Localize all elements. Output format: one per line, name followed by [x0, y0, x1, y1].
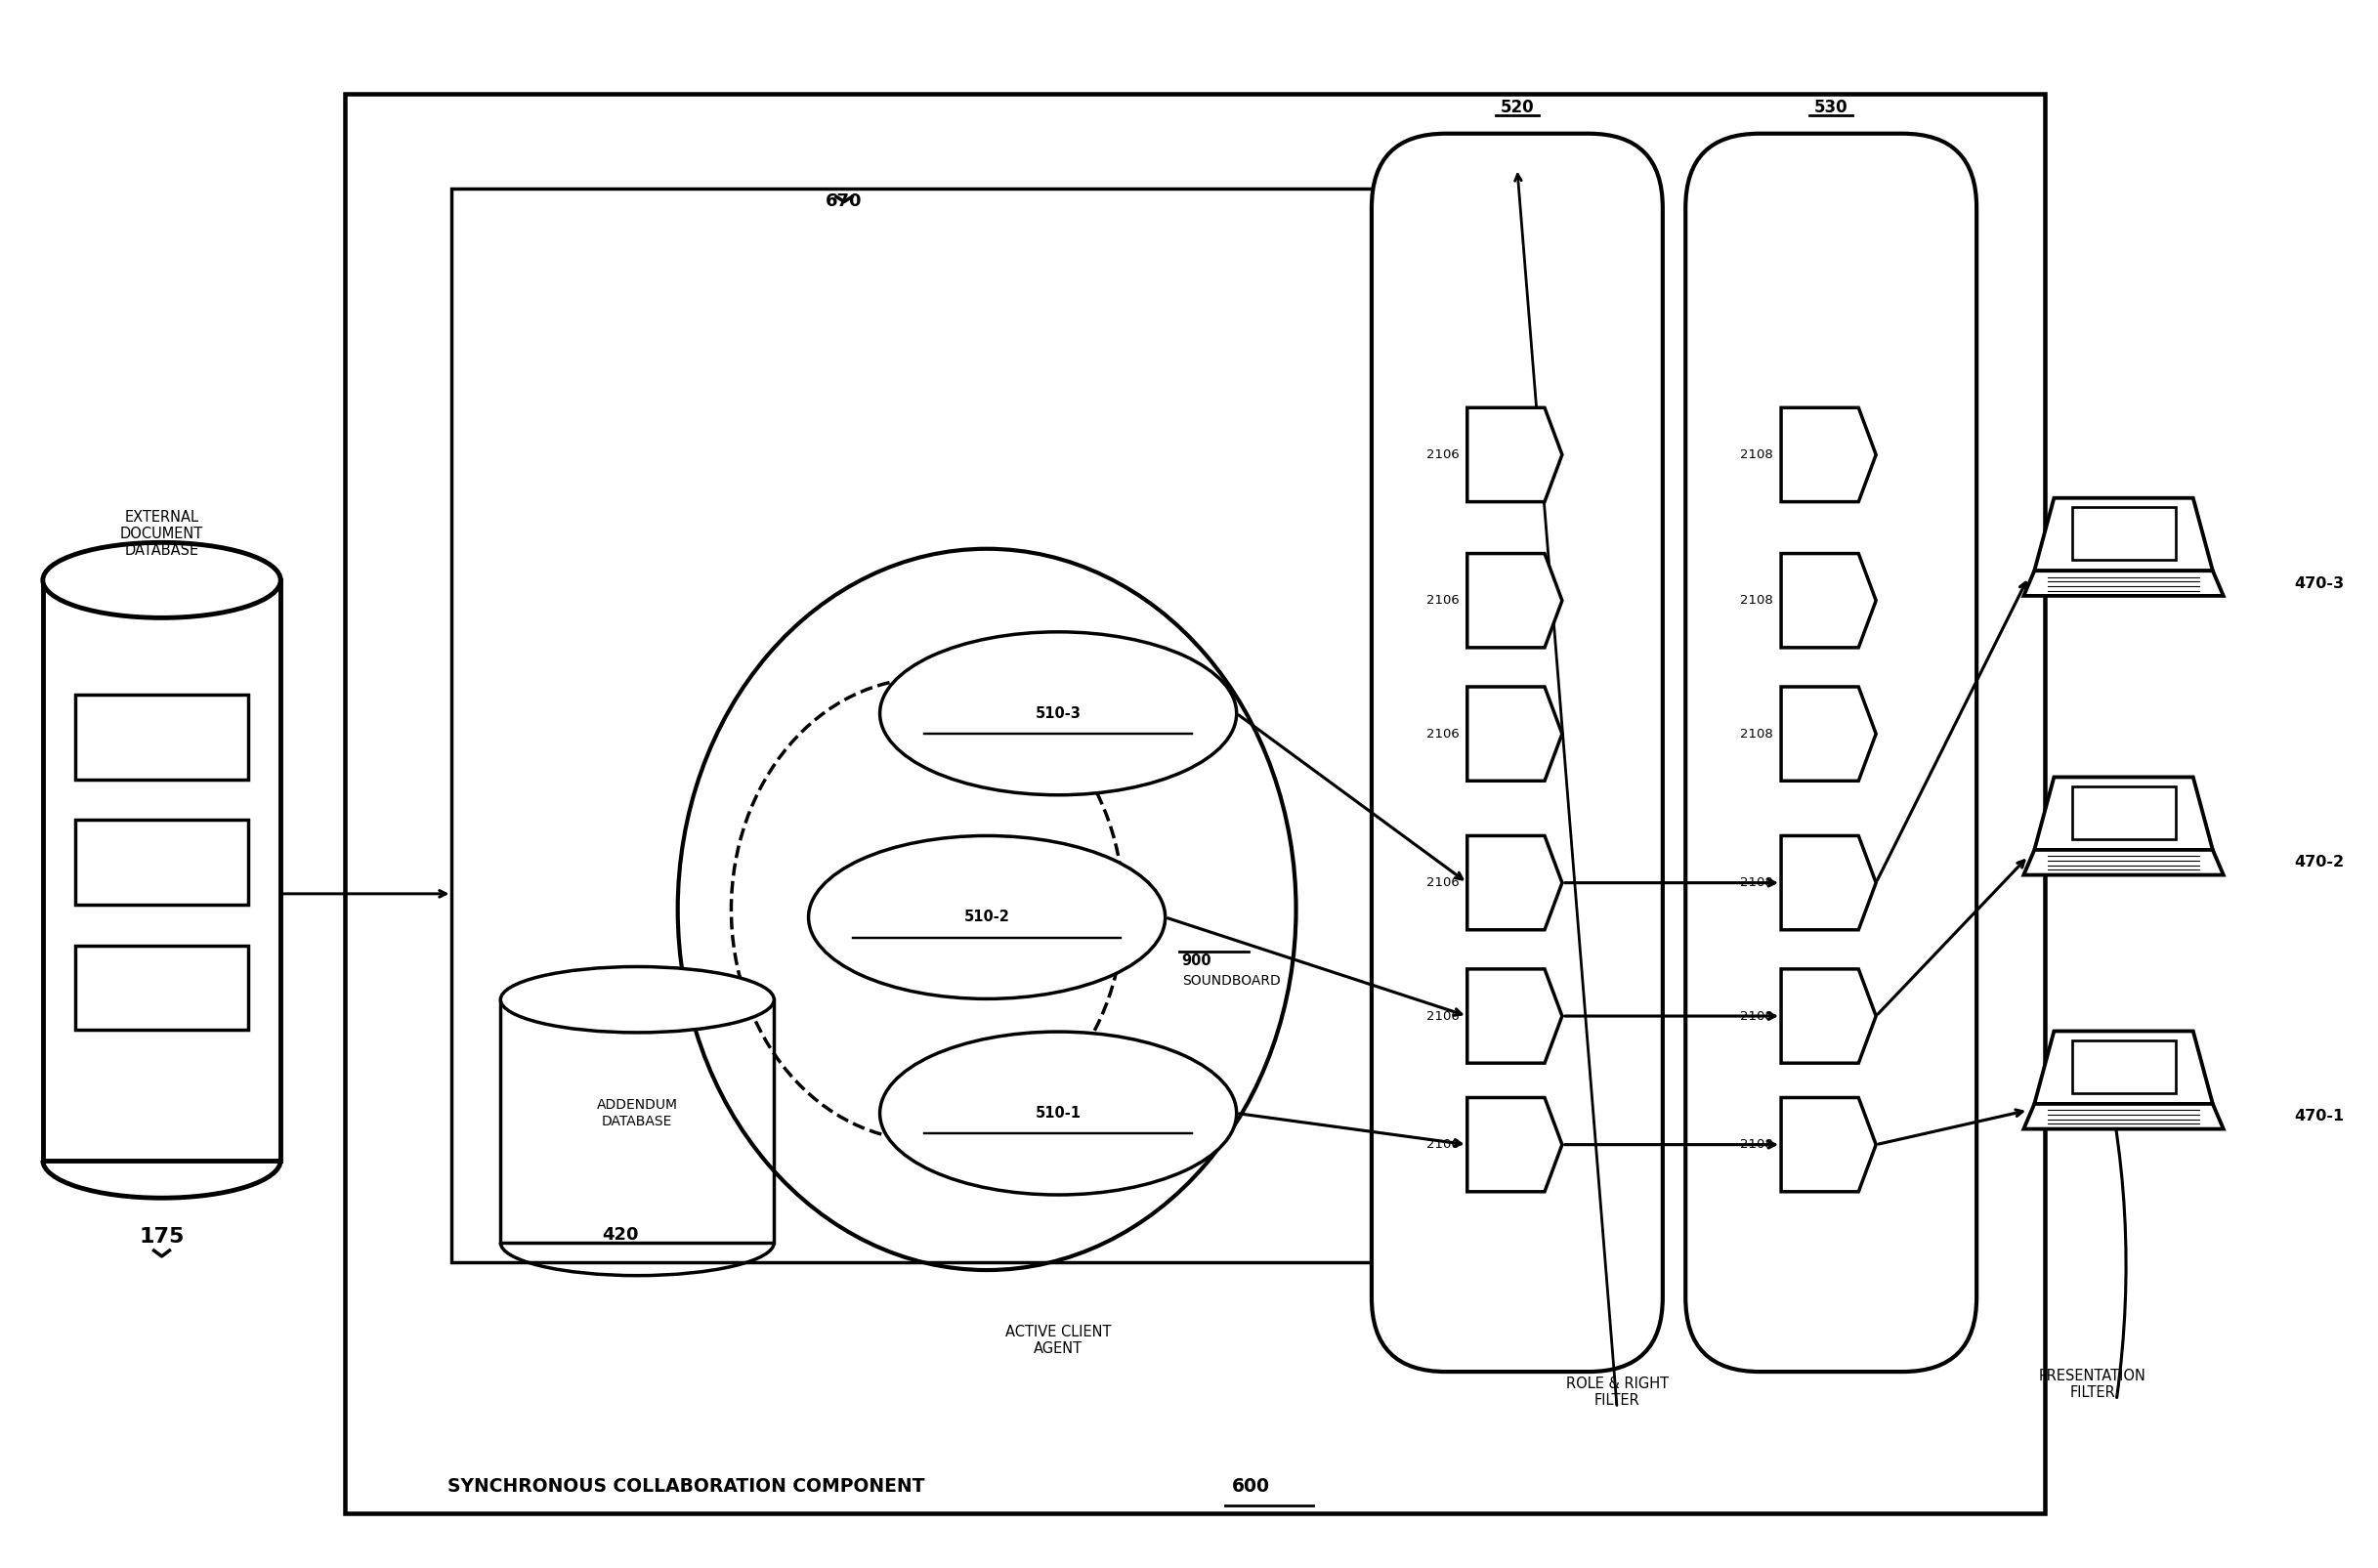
Text: 2106: 2106: [1427, 1010, 1460, 1022]
Bar: [76, 695, 247, 779]
Text: 2106: 2106: [1427, 594, 1460, 607]
Polygon shape: [1781, 969, 1876, 1063]
Text: 2108: 2108: [1741, 448, 1774, 461]
Text: 2106: 2106: [1427, 728, 1460, 740]
Polygon shape: [2033, 499, 2212, 571]
Ellipse shape: [809, 836, 1165, 999]
Text: 470-3: 470-3: [2295, 575, 2345, 591]
Text: PRESENTATION
FILTER: PRESENTATION FILTER: [2038, 1369, 2147, 1400]
Text: 470-1: 470-1: [2295, 1109, 2345, 1124]
Text: 510-2: 510-2: [963, 909, 1011, 925]
Polygon shape: [1467, 687, 1562, 781]
Bar: [76, 946, 247, 1030]
Polygon shape: [1781, 554, 1876, 648]
Polygon shape: [1467, 408, 1562, 502]
Polygon shape: [1467, 969, 1562, 1063]
Polygon shape: [1467, 554, 1562, 648]
Text: 470-2: 470-2: [2295, 855, 2345, 870]
Text: 510-3: 510-3: [1034, 706, 1082, 721]
Text: 600: 600: [1232, 1477, 1270, 1496]
Bar: [345, 94, 2045, 1513]
Ellipse shape: [499, 966, 775, 1033]
Text: 2106: 2106: [1427, 1138, 1460, 1151]
Polygon shape: [2033, 778, 2212, 850]
Polygon shape: [2024, 571, 2223, 596]
Polygon shape: [2071, 1040, 2176, 1093]
Text: 2108: 2108: [1741, 1010, 1774, 1022]
Polygon shape: [1781, 836, 1876, 930]
Text: 2108: 2108: [1741, 1138, 1774, 1151]
Polygon shape: [2024, 850, 2223, 875]
Text: 2106: 2106: [1427, 877, 1460, 889]
Text: 2106: 2106: [1427, 448, 1460, 461]
Text: 2108: 2108: [1741, 728, 1774, 740]
Text: 2108: 2108: [1741, 594, 1774, 607]
Text: ROLE & RIGHT
FILTER: ROLE & RIGHT FILTER: [1565, 1377, 1669, 1408]
Bar: [43, 580, 281, 1160]
FancyBboxPatch shape: [1686, 133, 1976, 1372]
Polygon shape: [2071, 506, 2176, 560]
Text: 520: 520: [1501, 99, 1534, 116]
Ellipse shape: [880, 632, 1237, 795]
Polygon shape: [1781, 1098, 1876, 1192]
Text: 420: 420: [602, 1226, 637, 1243]
Text: ADDENDUM
DATABASE: ADDENDUM DATABASE: [597, 1099, 678, 1127]
Text: 900: 900: [1182, 953, 1213, 967]
Polygon shape: [1467, 836, 1562, 930]
Text: SOUNDBOARD: SOUNDBOARD: [1182, 974, 1279, 988]
Ellipse shape: [880, 1032, 1237, 1195]
Polygon shape: [1467, 1098, 1562, 1192]
Text: 510-1: 510-1: [1034, 1105, 1082, 1121]
Polygon shape: [2024, 1104, 2223, 1129]
Text: 2108: 2108: [1741, 877, 1774, 889]
Ellipse shape: [43, 543, 281, 618]
Polygon shape: [1781, 408, 1876, 502]
Bar: [452, 188, 1510, 1262]
FancyBboxPatch shape: [1372, 133, 1662, 1372]
Polygon shape: [2033, 1032, 2212, 1104]
Polygon shape: [2071, 786, 2176, 839]
Text: EXTERNAL
DOCUMENT
DATABASE: EXTERNAL DOCUMENT DATABASE: [119, 510, 205, 558]
Text: 670: 670: [825, 193, 863, 210]
Text: 175: 175: [138, 1228, 185, 1247]
Bar: [499, 1000, 775, 1242]
Text: SYNCHRONOUS COLLABORATION COMPONENT: SYNCHRONOUS COLLABORATION COMPONENT: [447, 1477, 925, 1496]
Polygon shape: [1781, 687, 1876, 781]
Text: ACTIVE CLIENT
AGENT: ACTIVE CLIENT AGENT: [1006, 1325, 1111, 1356]
Text: 530: 530: [1814, 99, 1848, 116]
Bar: [76, 820, 247, 905]
